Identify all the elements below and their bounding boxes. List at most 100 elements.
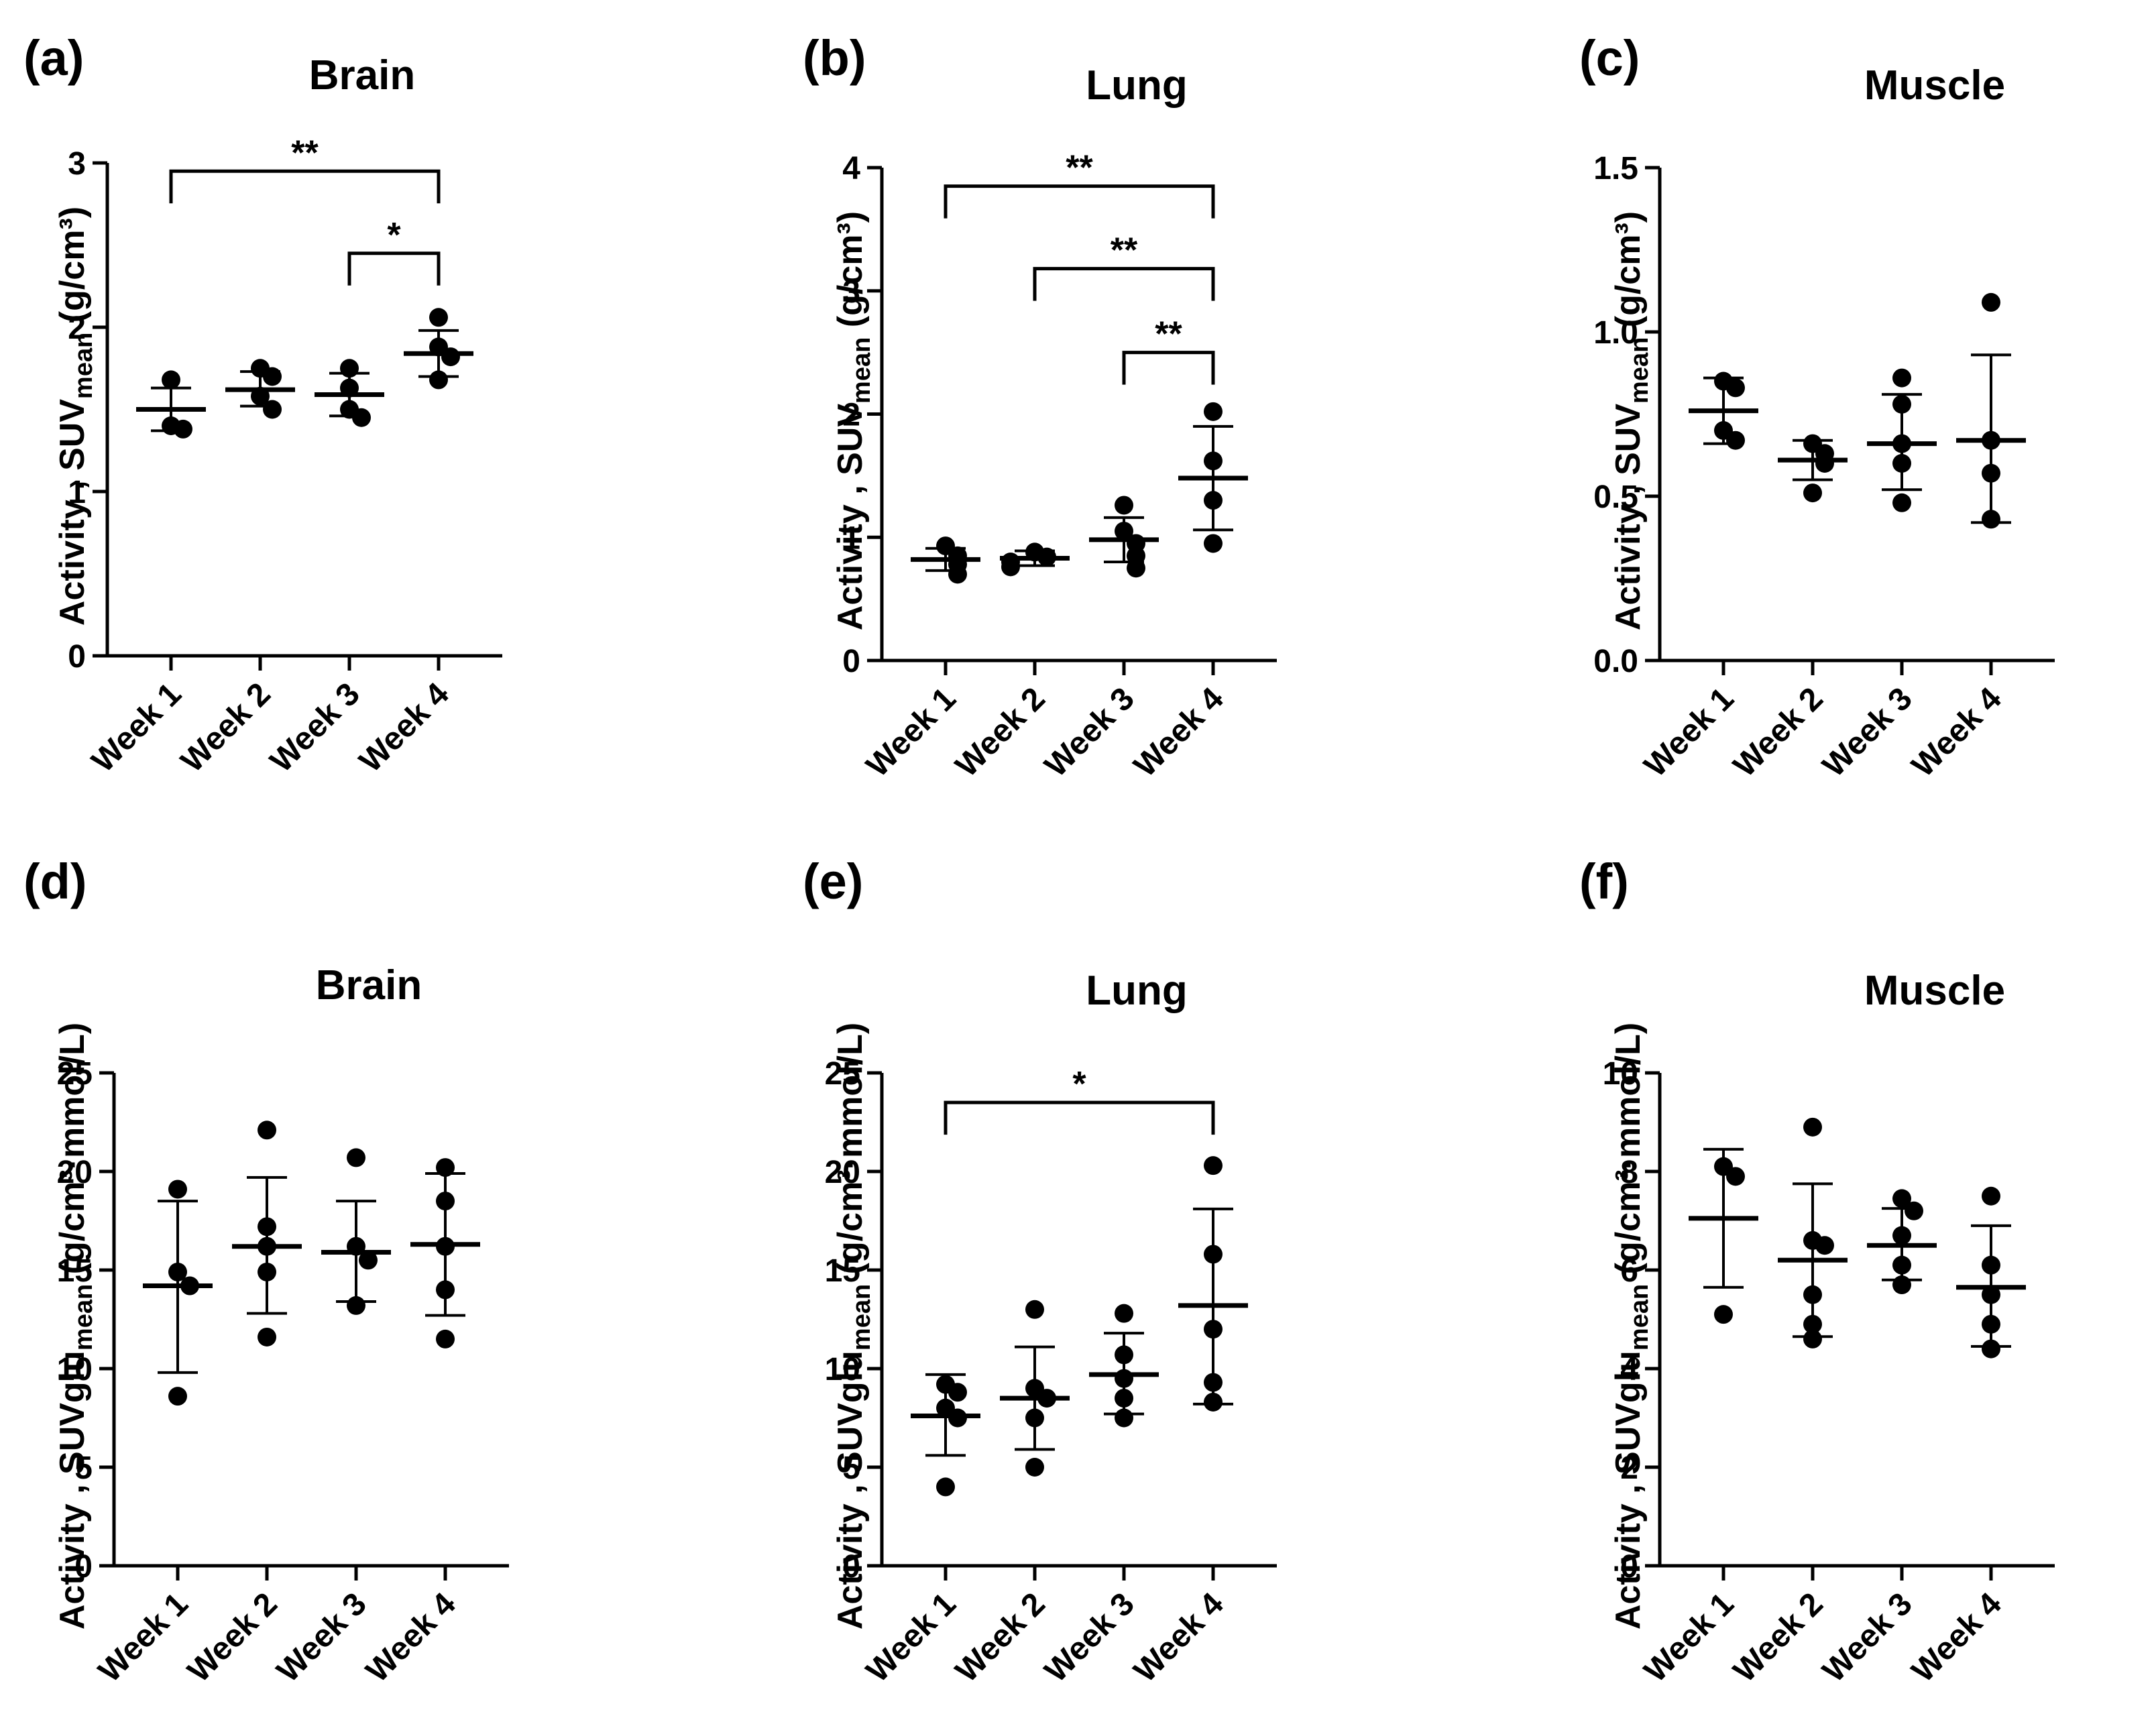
significance-bracket: ** [169, 133, 441, 204]
panel-title: Muscle [1864, 968, 2005, 1014]
data-point [1892, 394, 1911, 414]
x-tick-label: Week 1 [860, 1586, 963, 1689]
y-axis-label-subscript: mean [1626, 337, 1654, 404]
data-point [1037, 1389, 1056, 1408]
data-point [1115, 1345, 1133, 1365]
y-axis-label-main: Activity , SUV [1609, 404, 1648, 630]
x-tick-label: Week 3 [264, 676, 367, 779]
data-point [1892, 1226, 1911, 1245]
y-axis-label: Activity , SUVglumean (g/cm³·mmol/L) [831, 1023, 876, 1629]
data-point [1204, 1245, 1223, 1264]
significance-label: ** [1111, 231, 1138, 270]
y-axis-label-subscript: mean [848, 1284, 876, 1351]
x-tick-label: Week 3 [1816, 1586, 1919, 1689]
y-tick-label: 5 [842, 1450, 860, 1486]
y-axis-label: Activity , SUVmean (g/cm³) [53, 207, 98, 626]
data-point [1905, 1201, 1923, 1220]
data-point [258, 1237, 276, 1256]
data-point [1115, 496, 1133, 515]
data-point [1115, 1389, 1133, 1408]
data-point [1204, 534, 1223, 553]
panel-title: Lung [1086, 968, 1188, 1014]
data-point [1803, 1329, 1822, 1348]
data-point [1726, 1167, 1745, 1186]
y-axis-label-unit: (g/cm³) [1609, 211, 1648, 337]
group-week-1 [1689, 371, 1758, 450]
data-point [1892, 434, 1911, 453]
significance-bracket: ** [1122, 315, 1215, 385]
data-point [1037, 547, 1056, 567]
data-point [1815, 1236, 1834, 1255]
x-tick-label: Week 2 [949, 681, 1052, 784]
group-week-2 [232, 1121, 302, 1346]
y-tick-label: 0 [1620, 1549, 1638, 1585]
x-tick-label: Week 2 [181, 1586, 284, 1689]
group-week-3 [321, 1148, 391, 1315]
data-point [1025, 1408, 1044, 1428]
y-axis-label: Activity , SUVmean (g/cm³) [1609, 211, 1654, 630]
data-point [180, 1276, 199, 1296]
x-tick-label: Week 1 [860, 681, 963, 784]
data-point [258, 1217, 276, 1237]
y-axis-label-unit: (g/cm³) [53, 207, 92, 333]
significance-bracket: * [944, 1065, 1215, 1135]
significance-label: ** [1155, 315, 1182, 354]
y-axis-label-main: Activity , SUV [53, 399, 92, 626]
group-week-4 [1956, 292, 2026, 529]
y-axis-label-main: Activity , SUVglu [53, 1351, 92, 1629]
significance-bracket: ** [944, 149, 1215, 219]
data-point [1204, 451, 1223, 471]
x-tick-label: Week 1 [1638, 681, 1741, 784]
data-point [948, 1408, 967, 1428]
y-tick-label: 4 [842, 151, 860, 186]
data-point [1892, 1255, 1911, 1275]
group-week-3 [1089, 1304, 1159, 1428]
x-tick-label: Week 4 [1905, 681, 2008, 784]
y-tick-label: 25 [57, 1056, 93, 1092]
data-point [168, 1180, 187, 1199]
y-axis-label-unit: (g/cm³) [831, 211, 870, 337]
y-tick-label: 10 [1603, 1056, 1638, 1092]
x-tick-label: Week 2 [949, 1586, 1052, 1689]
y-tick-label: 10 [825, 1352, 860, 1387]
data-point [1982, 510, 2000, 529]
data-point [1803, 483, 1822, 503]
data-point [1115, 522, 1133, 541]
group-week-2 [225, 359, 295, 419]
significance-label: ** [291, 133, 319, 172]
data-point [1127, 559, 1145, 578]
data-point [168, 1387, 187, 1406]
y-tick-label: 4 [1620, 1352, 1638, 1387]
data-point [1982, 1314, 2000, 1334]
data-point [1204, 1320, 1223, 1339]
y-tick-label: 8 [1620, 1155, 1638, 1190]
group-week-4 [404, 308, 473, 390]
group-week-1 [911, 536, 980, 584]
y-tick-label: 6 [1620, 1253, 1638, 1289]
x-tick-label: Week 3 [1816, 681, 1919, 784]
data-point [436, 1158, 455, 1178]
data-point [258, 1121, 276, 1140]
data-point [359, 1251, 378, 1270]
panel-title: Brain [309, 52, 415, 99]
data-point [347, 1148, 365, 1167]
group-week-3 [1867, 368, 1937, 512]
data-point [1982, 1186, 2000, 1206]
data-point [263, 367, 282, 386]
group-week-1 [1689, 1147, 1758, 1324]
group-week-1 [911, 1373, 980, 1497]
bracket-line [944, 1100, 1215, 1135]
bracket-line [347, 251, 441, 286]
data-point [340, 378, 359, 398]
y-axis-label-unit: (g/cm³·mmol/L) [1609, 1023, 1648, 1284]
data-point [1726, 431, 1745, 450]
data-point [1892, 1275, 1911, 1295]
y-axis-label: Activity , SUVglumean (g/cm³·mmol/L) [1609, 1023, 1654, 1629]
group-week-3 [1867, 1189, 1937, 1295]
group-week-4 [1178, 402, 1248, 553]
bracket-line [944, 184, 1215, 219]
